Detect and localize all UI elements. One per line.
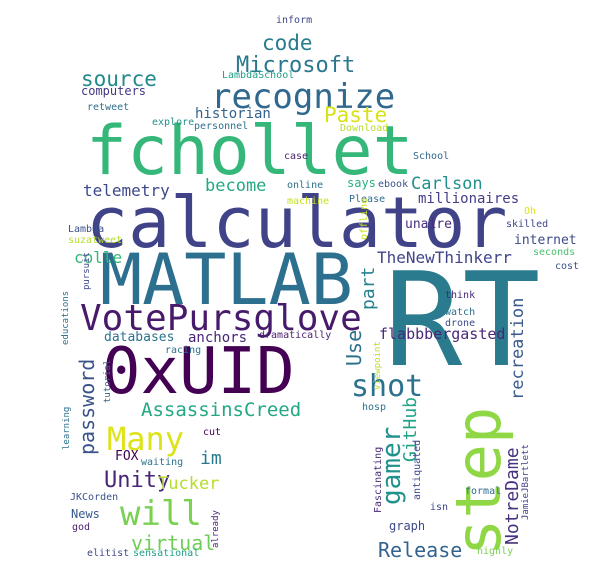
word-download: Download (340, 123, 389, 134)
word-im: im (200, 448, 222, 469)
word-fascinating: Fascinating (373, 446, 384, 513)
word-fox: FOX (115, 449, 139, 464)
word-machine: machine (287, 196, 330, 207)
word-thenewthinkerr: TheNewThinkerr (377, 248, 512, 267)
word-think: think (445, 290, 476, 301)
word-unaire: unaire (405, 217, 452, 232)
word-online: online (287, 180, 324, 191)
word-fchollet: fchollet (86, 112, 414, 191)
word-shot: shot (351, 369, 424, 404)
word-use: Use (342, 329, 366, 366)
word-virtual: virtual (131, 531, 216, 555)
word-suzatweet: suzatweet (68, 235, 123, 246)
word-god: god (72, 522, 91, 533)
word-seconds: seconds (533, 247, 576, 258)
word-cost: cost (555, 261, 580, 272)
word-password: password (75, 358, 99, 455)
word-isn: isn (430, 502, 449, 513)
word-graph: graph (389, 519, 426, 533)
word-jamiejbartlett: JamieJBartlett (521, 444, 531, 520)
word-internet: internet (514, 233, 577, 248)
word-highly: highly (477, 546, 514, 557)
word-computers: computers (81, 84, 147, 98)
word-elitist: elitist (87, 548, 130, 559)
word-recognize: recognize (211, 77, 396, 117)
word-will: will (120, 494, 202, 534)
word-colle: colle (74, 248, 123, 267)
word-code: code (262, 31, 313, 55)
word-dramatically: dramatically (259, 330, 332, 341)
word-offline: offline (359, 197, 370, 240)
word-millionaires: millionaires (418, 191, 520, 207)
word-release: Release (378, 538, 463, 562)
word-hosp: hosp (362, 402, 387, 413)
word-personnel: personnel (194, 121, 249, 132)
word-formal: formal (465, 486, 502, 497)
word-explore: explore (152, 117, 195, 128)
word-watch: watch (445, 307, 476, 318)
word-calculator: calculator (86, 182, 508, 264)
word-already: already (211, 510, 221, 548)
word-pursuit: pursuit (82, 252, 92, 290)
word-please: Please (349, 194, 386, 205)
word-viewpoint: viewpoint (373, 341, 383, 390)
word-source: source (81, 67, 157, 91)
word-case: case (284, 151, 309, 162)
word-educations: educations (61, 290, 71, 345)
word-inform: inform (276, 15, 313, 26)
word-drone: drone (445, 318, 476, 329)
word-skilled: skilled (506, 219, 549, 230)
word-anchors: anchors (188, 330, 248, 346)
word-databases: databases (104, 330, 175, 345)
word-waiting: waiting (141, 457, 184, 468)
word-racing: racing (165, 345, 202, 356)
word-microsoft: Microsoft (236, 53, 356, 78)
word-antiquated: antiquated (412, 439, 423, 500)
word-notredame: NotreDame (502, 447, 523, 545)
word-become: become (205, 176, 267, 196)
word-historian: historian (195, 106, 271, 122)
word-sensational: sensational (133, 548, 200, 559)
word-lambdaschool: LambdaSchool (222, 70, 295, 81)
word-ebook: ebook (378, 179, 409, 190)
word-tucker: Tucker (158, 474, 220, 494)
word-oh: Oh (524, 206, 537, 217)
word-recreation: recreation (508, 297, 528, 400)
word-step: step (442, 406, 515, 556)
word-telemetry: telemetry (83, 181, 170, 200)
word-lambda: Lambda (68, 224, 105, 235)
word-matlab: MATLAB (100, 239, 353, 321)
word-unity: Unity (104, 468, 171, 493)
word-jkcorden: JKCorden (70, 492, 119, 503)
word-many: Many (107, 420, 185, 458)
word-tutorial: tutorial (103, 359, 113, 403)
word-cut: cut (203, 427, 222, 438)
word-carlson: Carlson (411, 174, 483, 194)
word-0xuid: 0xUID (102, 335, 295, 409)
word-votepursglove: VotePursglove (80, 298, 362, 339)
word-assassinscreed: AssassinsCreed (141, 399, 302, 421)
word-says: says (347, 176, 376, 190)
word-learning: learning (62, 406, 72, 450)
word-rt: RT (384, 244, 541, 396)
word-paste: Paste (324, 103, 388, 127)
word-school: School (413, 151, 450, 162)
word-news: News (71, 507, 100, 521)
word-flabbbergasted: flabbbergasted (379, 325, 506, 343)
word-part: part (358, 266, 379, 310)
word-retweet: retweet (87, 102, 130, 113)
